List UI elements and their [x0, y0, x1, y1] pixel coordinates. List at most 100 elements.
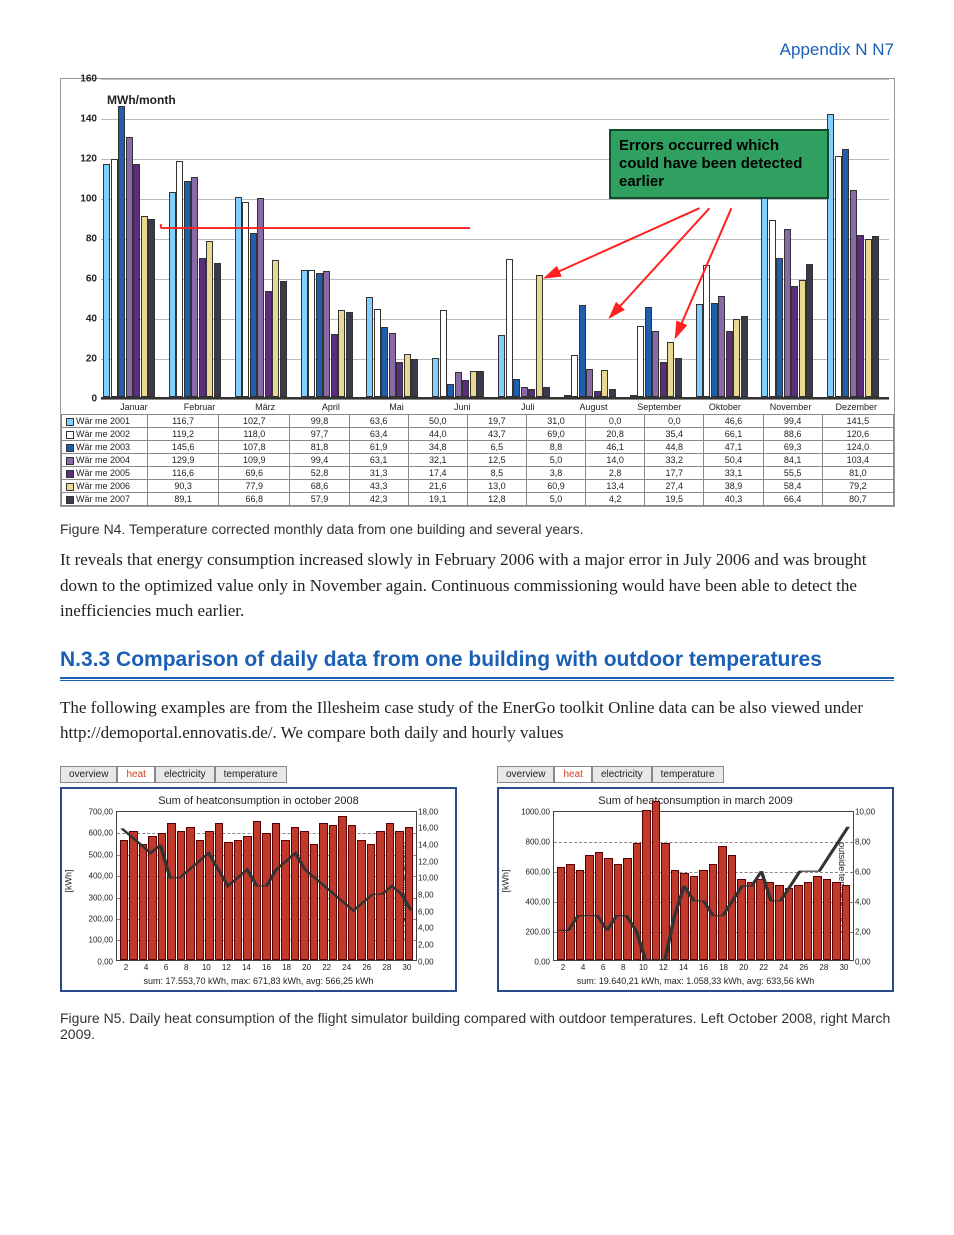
- bar: [521, 387, 528, 397]
- panel-title: Sum of heatconsumption in october 2008: [66, 795, 451, 807]
- data-cell: 19,1: [408, 493, 467, 506]
- bar: [645, 307, 652, 397]
- data-cell: 116,6: [148, 467, 219, 480]
- data-cell: 99,8: [290, 415, 349, 428]
- series-label: Wär me 2007: [62, 493, 148, 506]
- data-cell: 120,6: [822, 428, 893, 441]
- bar: [316, 273, 323, 397]
- data-cell: 27,4: [645, 480, 704, 493]
- bar: [338, 310, 345, 397]
- month-label: Februar: [167, 399, 233, 412]
- data-cell: 5,0: [526, 493, 585, 506]
- data-cell: 63,4: [349, 428, 408, 441]
- bar: [455, 372, 462, 397]
- bar: [381, 327, 388, 397]
- bar: [799, 280, 806, 397]
- month-label: November: [758, 399, 824, 412]
- bar: [331, 334, 338, 397]
- bar: [726, 331, 733, 397]
- data-cell: 2,8: [586, 467, 645, 480]
- bar: [564, 395, 571, 397]
- panel-oct-2008: overviewheatelectricitytemperature Sum of…: [60, 766, 457, 992]
- bar: [703, 265, 710, 397]
- tab-bar: overviewheatelectricitytemperature: [60, 766, 457, 783]
- figure-n4-caption: Figure N4. Temperature corrected monthly…: [60, 521, 894, 537]
- section-heading: N.3.3 Comparison of daily data from one …: [60, 646, 894, 673]
- bar: [250, 233, 257, 397]
- tab-electricity[interactable]: electricity: [155, 766, 215, 783]
- data-cell: 129,9: [148, 454, 219, 467]
- bar: [579, 305, 586, 397]
- bar: [176, 161, 183, 397]
- bar: [637, 326, 644, 397]
- data-cell: 109,9: [219, 454, 290, 467]
- bar: [265, 291, 272, 397]
- data-cell: 35,4: [645, 428, 704, 441]
- bar: [126, 137, 133, 397]
- bar: [206, 241, 213, 397]
- data-cell: 40,3: [704, 493, 763, 506]
- data-cell: 31,3: [349, 467, 408, 480]
- figure-n5-caption: Figure N5. Daily heat consumption of the…: [60, 1010, 894, 1042]
- data-cell: 14,0: [586, 454, 645, 467]
- bar: [301, 270, 308, 397]
- bar: [536, 275, 543, 397]
- bar: [711, 303, 718, 397]
- tab-overview[interactable]: overview: [60, 766, 117, 783]
- bar: [769, 220, 776, 397]
- bar: [308, 270, 315, 397]
- bar: [506, 259, 513, 397]
- data-cell: 103,4: [822, 454, 893, 467]
- bar: [440, 310, 447, 397]
- month-label: Oktober: [692, 399, 758, 412]
- bar: [184, 181, 191, 397]
- data-cell: 0,0: [645, 415, 704, 428]
- data-cell: 5,0: [526, 454, 585, 467]
- data-cell: 145,6: [148, 441, 219, 454]
- ytick: 80: [67, 234, 97, 245]
- ytick: 60: [67, 274, 97, 285]
- tab-temperature[interactable]: temperature: [215, 766, 287, 783]
- data-cell: 99,4: [763, 415, 822, 428]
- bar: [133, 164, 140, 397]
- series-label: Wär me 2002: [62, 428, 148, 441]
- bar: [199, 258, 206, 397]
- plot-area: 0,00200,00400,00600,00800,001000,000,002…: [553, 811, 854, 961]
- bar: [857, 235, 864, 397]
- panel-mar-2009: overviewheatelectricitytemperatureSum of…: [497, 766, 894, 992]
- bar: [696, 304, 703, 397]
- data-cell: 50,0: [408, 415, 467, 428]
- series-label: Wär me 2001: [62, 415, 148, 428]
- data-cell: 97,7: [290, 428, 349, 441]
- tab-electricity[interactable]: electricity: [592, 766, 652, 783]
- data-cell: 88,6: [763, 428, 822, 441]
- tab-heat[interactable]: heat: [117, 766, 154, 783]
- bar: [571, 355, 578, 397]
- data-cell: 79,2: [822, 480, 893, 493]
- tab-heat[interactable]: heat: [554, 766, 591, 783]
- bar: [601, 370, 608, 397]
- body-para-1: It reveals that energy consumption incre…: [60, 547, 894, 624]
- bar: [498, 335, 505, 397]
- tab-overview[interactable]: overview: [497, 766, 554, 783]
- bar: [396, 362, 403, 397]
- data-cell: 17,4: [408, 467, 467, 480]
- bar: [323, 271, 330, 397]
- tab-temperature[interactable]: temperature: [652, 766, 724, 783]
- bar: [850, 190, 857, 397]
- data-cell: 44,0: [408, 428, 467, 441]
- bar: [411, 359, 418, 397]
- month-label: Mai: [364, 399, 430, 412]
- data-cell: 13,4: [586, 480, 645, 493]
- data-cell: 0,0: [586, 415, 645, 428]
- data-cell: 89,1: [148, 493, 219, 506]
- series-label: Wär me 2004: [62, 454, 148, 467]
- data-cell: 102,7: [219, 415, 290, 428]
- ytick: 20: [67, 354, 97, 365]
- month-label: September: [626, 399, 692, 412]
- bar: [111, 159, 118, 397]
- bar: [543, 387, 550, 397]
- bar: [835, 156, 842, 397]
- ytick: 160: [67, 74, 97, 85]
- temperature-line: [117, 812, 416, 960]
